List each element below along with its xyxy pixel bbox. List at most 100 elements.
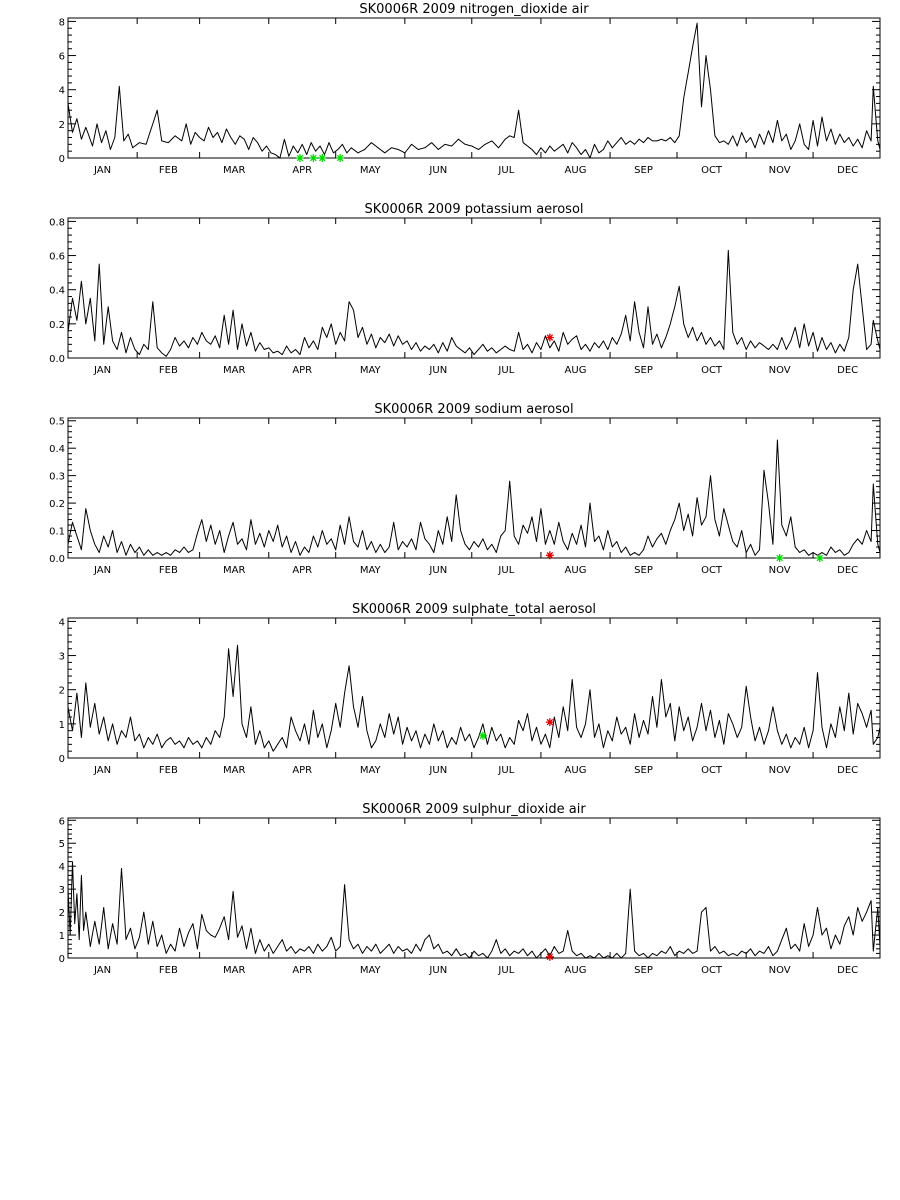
flag-marker [545,551,554,560]
month-label: FEB [159,965,178,976]
month-label: NOV [769,965,791,976]
flag-marker-stroke [296,154,304,162]
month-label: JAN [93,765,111,776]
month-label: OCT [701,365,723,376]
month-label: DEC [837,165,858,176]
flag-marker-stroke [336,154,344,162]
flag-marker-stroke [546,953,554,961]
month-label: DEC [837,365,858,376]
month-label: SEP [634,965,653,976]
month-label: SEP [634,565,653,576]
chart-panel: SK0006R 2009 sulphate_total aerosol 0 1 2 3 4… [59,602,881,776]
data-series-line [67,249,881,357]
plot-frame [67,217,881,359]
flag-marker [775,554,784,562]
month-label: SEP [634,765,653,776]
flag-marker [336,154,345,162]
month-label: MAR [223,565,245,576]
y-tick-label: 0 [59,154,65,165]
month-label: JUL [497,965,514,976]
month-label: AUG [565,365,587,376]
plot-frame [67,417,881,559]
y-tick-label: 3 [59,652,65,663]
flag-marker-stroke [546,551,554,559]
plot-frame [67,17,881,159]
y-tick-label: 6 [59,52,65,63]
y-tick-label: 0.2 [49,499,65,510]
month-label: DEC [837,965,858,976]
y-tick-label: 4 [59,862,65,873]
flag-marker-stroke [816,554,824,562]
data-series-line [67,439,881,556]
chart-title: SK0006R 2009 potassium aerosol [364,202,583,217]
flag-marker-stroke [546,718,554,726]
y-tick-label: 1 [59,931,65,942]
chart-panel: SK0006R 2009 potassium aerosol 0.0 0.2 0.4 0… [49,202,881,376]
month-label: OCT [701,765,723,776]
flag-marker [318,154,327,162]
flag-marker [545,718,554,727]
month-label: APR [292,165,312,176]
flag-marker-stroke [310,154,317,162]
month-label: JUL [497,165,514,176]
month-label: MAY [360,165,382,176]
month-label: AUG [565,765,587,776]
month-label: JAN [93,965,111,976]
month-label: JUN [428,565,447,576]
y-tick-label: 8 [59,17,65,28]
month-label: FEB [159,565,178,576]
month-label: APR [292,965,312,976]
data-series-line [67,861,881,959]
month-label: JUN [428,365,447,376]
month-label: FEB [159,165,178,176]
y-tick-label: 4 [59,86,65,97]
month-label: JUL [497,565,514,576]
chart-title: SK0006R 2009 nitrogen_dioxide air [359,2,589,17]
y-tick-label: 0.2 [49,320,65,331]
month-label: NOV [769,165,791,176]
month-label: SEP [634,365,653,376]
y-tick-label: 4 [59,617,65,628]
flag-marker [545,952,554,961]
y-tick-label: 0.0 [49,354,65,365]
month-label: MAR [223,765,245,776]
chart-title: SK0006R 2009 sulphur_dioxide air [362,802,586,817]
month-label: NOV [769,365,791,376]
month-label: JUN [428,765,447,776]
chart-panel: SK0006R 2009 nitrogen_dioxide air 0 2 4 6 8 JA… [59,2,881,176]
month-label: OCT [701,165,723,176]
month-label: AUG [565,565,587,576]
month-label: JAN [93,165,111,176]
month-label: FEB [159,765,178,776]
y-tick-label: 0.6 [49,252,65,263]
y-tick-label: 0.3 [49,472,65,483]
chart-panel: SK0006R 2009 sodium aerosol 0.0 0.1 0.2 0.3 0… [49,402,881,576]
month-label: NOV [769,765,791,776]
month-label: MAR [223,965,245,976]
flag-marker [478,731,487,740]
y-tick-label: 0.1 [49,527,65,538]
y-tick-label: 3 [59,885,65,896]
month-label: OCT [701,565,723,576]
month-label: APR [292,565,312,576]
y-tick-label: 0.0 [49,554,65,565]
y-tick-label: 0.4 [49,444,65,455]
y-tick-label: 0.8 [49,217,65,228]
chart-title: SK0006R 2009 sodium aerosol [374,402,573,417]
y-tick-label: 0 [59,954,65,965]
month-label: MAY [360,965,382,976]
y-tick-label: 0.5 [49,417,65,428]
flag-marker [545,333,554,342]
chart-panel: SK0006R 2009 sulphur_dioxide air 0 1 2 3 4 5 6 J… [59,802,881,976]
month-label: APR [292,365,312,376]
month-label: MAR [223,165,245,176]
y-tick-label: 5 [59,839,65,850]
data-series-line [67,22,881,159]
month-label: APR [292,765,312,776]
month-label: DEC [837,765,858,776]
y-tick-label: 2 [59,686,65,697]
y-tick-label: 2 [59,908,65,919]
month-label: AUG [565,965,587,976]
flag-marker-stroke [479,732,487,740]
y-tick-label: 6 [59,816,65,827]
